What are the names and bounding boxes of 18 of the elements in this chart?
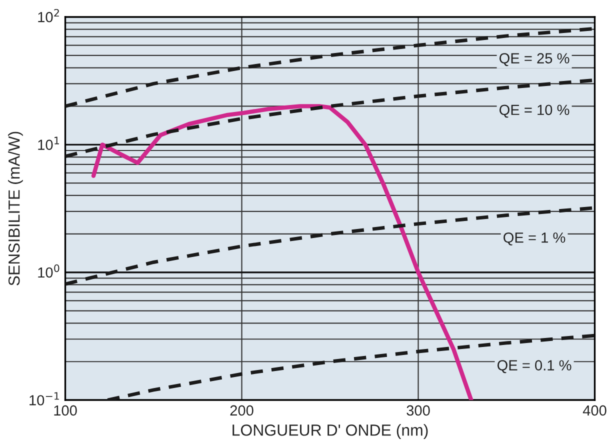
y-tick-label: 10$^{−1}$ (30, 392, 59, 406)
series-label: QE = 1 % (504, 232, 566, 246)
x-axis-title: LONGUEUR D' ONDE (nm) (232, 424, 428, 439)
line-series (106, 334, 595, 400)
series-label: QE = 0.1 % (497, 360, 572, 374)
line-series (65, 78, 595, 158)
y-axis-title: SENSIBILITE (mA/W) (8, 132, 23, 286)
x-tick-label: 300 (406, 405, 430, 416)
line-series (91, 104, 474, 400)
x-tick-label: 400 (582, 405, 606, 416)
y-tick-label: 10$^{0}$ (38, 264, 60, 278)
x-tick-label: 100 (54, 405, 77, 416)
line-series (65, 206, 595, 286)
series-label: QE = 25 % (500, 53, 570, 66)
series-label: QE = 10 % (500, 104, 570, 118)
y-tick-label: 10$^{2}$ (38, 8, 59, 22)
y-tick-label: 10$^{1}$ (38, 136, 59, 150)
x-tick-label: 200 (230, 405, 254, 416)
